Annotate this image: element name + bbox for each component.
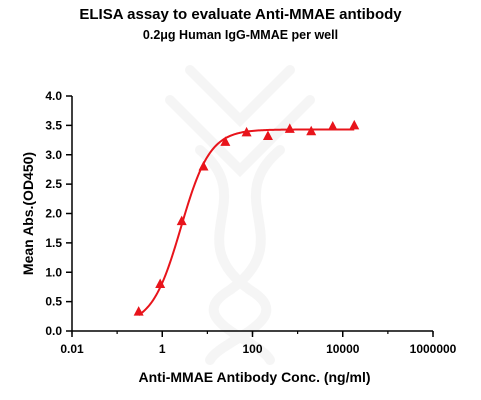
y-tick-label: 2.5 bbox=[45, 177, 62, 191]
y-tick-label: 0.5 bbox=[45, 295, 62, 309]
y-axis-label: Mean Abs.(OD450) bbox=[20, 152, 36, 275]
y-tick-label: 1.5 bbox=[45, 236, 62, 250]
y-tick-label: 1.0 bbox=[45, 265, 62, 279]
data-point bbox=[327, 121, 338, 131]
data-point bbox=[155, 278, 166, 288]
y-tick-label: 3.5 bbox=[45, 118, 62, 132]
data-point bbox=[349, 119, 360, 130]
data-point bbox=[241, 126, 252, 137]
x-axis-label: Anti-MMAE Antibody Conc. (ng/ml) bbox=[139, 369, 371, 385]
x-tick-label: 100 bbox=[242, 342, 262, 356]
data-point bbox=[198, 161, 209, 171]
x-ticks: 0.01 1 100 10000 1000000 bbox=[60, 331, 457, 356]
y-tick-label: 0.0 bbox=[45, 324, 62, 338]
data-point bbox=[220, 136, 231, 146]
y-tick-label: 3.0 bbox=[45, 148, 62, 162]
x-tick-label: 0.01 bbox=[60, 342, 84, 356]
x-tick-label: 10000 bbox=[326, 342, 360, 356]
data-point bbox=[306, 125, 317, 136]
data-points bbox=[133, 119, 360, 316]
data-point bbox=[262, 130, 273, 140]
y-ticks: 0.0 0.5 1.0 1.5 2.0 2.5 3.0 3.5 4.0 bbox=[45, 89, 72, 338]
y-tick-label: 2.0 bbox=[45, 207, 62, 221]
data-point bbox=[133, 306, 144, 316]
y-tick-label: 4.0 bbox=[45, 89, 62, 103]
data-point bbox=[176, 215, 187, 226]
chart-subtitle: 0.2μg Human IgG-MMAE per well bbox=[142, 28, 339, 42]
watermark bbox=[165, 65, 315, 365]
x-tick-label: 1 bbox=[159, 342, 166, 356]
data-point bbox=[284, 123, 295, 133]
x-tick-label: 1000000 bbox=[410, 342, 457, 356]
chart-title: ELISA assay to evaluate Anti-MMAE antibo… bbox=[79, 6, 402, 23]
